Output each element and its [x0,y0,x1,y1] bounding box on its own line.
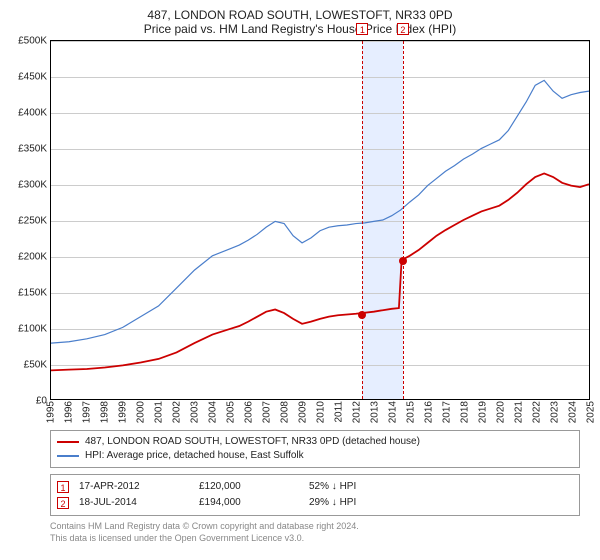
sale-row-marker: 2 [57,497,69,509]
ytick-label: £100K [18,324,47,335]
sale-marker-box: 2 [397,23,409,35]
xtick-label: 2023 [550,401,561,423]
xtick-label: 2019 [478,401,489,423]
sale-row-price: £194,000 [199,495,299,511]
sale-dot [358,311,366,319]
legend-row: 487, LONDON ROAD SOUTH, LOWESTOFT, NR33 … [57,435,573,449]
xtick-label: 2024 [568,401,579,423]
xtick-label: 1998 [100,401,111,423]
sales-box: 1 17-APR-2012 £120,000 52% ↓ HPI 2 18-JUL-201… [50,474,580,516]
xtick-label: 2018 [460,401,471,423]
xtick-label: 1999 [118,401,129,423]
sale-row: 2 18-JUL-2014 £194,000 29% ↓ HPI [57,495,573,511]
legend-swatch [57,441,79,443]
ytick-label: £450K [18,72,47,83]
ytick-label: £300K [18,180,47,191]
sale-row: 1 17-APR-2012 £120,000 52% ↓ HPI [57,479,573,495]
xtick-label: 1995 [46,401,57,423]
xtick-label: 2002 [172,401,183,423]
xtick-label: 2013 [370,401,381,423]
xtick-label: 2011 [334,401,345,423]
figure: 487, LONDON ROAD SOUTH, LOWESTOFT, NR33 … [0,0,600,560]
ytick-label: £150K [18,288,47,299]
title-address: 487, LONDON ROAD SOUTH, LOWESTOFT, NR33 … [10,8,590,22]
xtick-label: 1996 [64,401,75,423]
xtick-label: 2010 [316,401,327,423]
xtick-label: 2022 [532,401,543,423]
line-layer [51,41,589,399]
sale-vline [403,41,404,399]
sale-row-delta: 52% ↓ HPI [309,479,356,495]
chart-area: £0£50K£100K£150K£200K£250K£300K£350K£400… [50,40,590,400]
xtick-label: 2017 [442,401,453,423]
sale-marker-box: 1 [356,23,368,35]
footer-attribution: Contains HM Land Registry data © Crown c… [50,520,590,544]
sale-row-delta: 29% ↓ HPI [309,495,356,511]
footer-line2: This data is licensed under the Open Gov… [50,532,590,544]
xtick-label: 2004 [208,401,219,423]
xtick-label: 2005 [226,401,237,423]
legend-swatch [57,455,79,457]
xtick-label: 2006 [244,401,255,423]
xtick-label: 2007 [262,401,273,423]
sale-row-price: £120,000 [199,479,299,495]
xtick-label: 1997 [82,401,93,423]
sale-row-date: 17-APR-2012 [79,479,189,495]
sale-dot [399,257,407,265]
title-subtitle: Price paid vs. HM Land Registry's House … [10,22,590,36]
xtick-label: 2008 [280,401,291,423]
sale-row-date: 18-JUL-2014 [79,495,189,511]
xtick-label: 2000 [136,401,147,423]
xtick-label: 2001 [154,401,165,423]
ytick-label: £350K [18,144,47,155]
ytick-label: £50K [24,360,47,371]
legend-label: HPI: Average price, detached house, East… [85,449,304,463]
ytick-label: £250K [18,216,47,227]
ytick-label: £400K [18,108,47,119]
series-hpi [51,80,589,343]
xtick-label: 2014 [388,401,399,423]
xtick-label: 2020 [496,401,507,423]
legend-row: HPI: Average price, detached house, East… [57,449,573,463]
xtick-label: 2003 [190,401,201,423]
xtick-label: 2025 [586,401,597,423]
xtick-label: 2021 [514,401,525,423]
series-price_paid [51,173,589,370]
legend-label: 487, LONDON ROAD SOUTH, LOWESTOFT, NR33 … [85,435,420,449]
xtick-label: 2016 [424,401,435,423]
legend-box: 487, LONDON ROAD SOUTH, LOWESTOFT, NR33 … [50,430,580,468]
footer-line1: Contains HM Land Registry data © Crown c… [50,520,590,532]
sale-vline [362,41,363,399]
xtick-label: 2009 [298,401,309,423]
ytick-label: £500K [18,36,47,47]
ytick-label: £200K [18,252,47,263]
sale-row-marker: 1 [57,481,69,493]
xtick-label: 2015 [406,401,417,423]
xtick-label: 2012 [352,401,363,423]
